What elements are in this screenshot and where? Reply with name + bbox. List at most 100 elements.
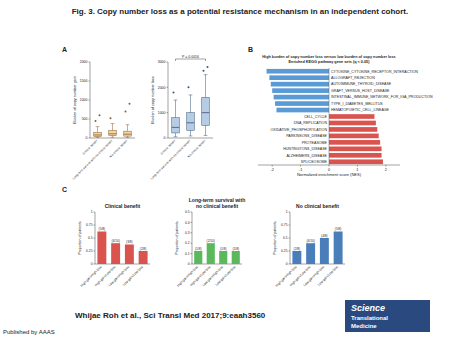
data-label: (4/10): [111, 239, 119, 243]
category-label: PARKINSONS_DISEASE: [286, 134, 327, 138]
median: [187, 122, 195, 123]
figure-title: Fig. 3. Copy number loss as a potential …: [72, 7, 409, 16]
axis-line: [95, 212, 96, 264]
bar: [329, 127, 377, 132]
axis-title: Proportion of patients: [273, 221, 277, 255]
tick: [89, 119, 91, 120]
axis-line: [192, 212, 193, 264]
outlier: [173, 91, 175, 93]
tick-label: 0.5: [283, 236, 288, 240]
box: [94, 132, 102, 136]
bar: [275, 101, 329, 106]
tick-label: 1000: [158, 111, 166, 115]
category-label: PROTEASOME: [302, 141, 328, 145]
zero-line: [329, 68, 330, 165]
tick: [289, 212, 291, 213]
figure: Fig. 3. Copy number loss as a potential …: [0, 0, 450, 338]
category-label: HUNTINGTONS_DISEASE: [283, 147, 327, 151]
tick-label: 1: [286, 210, 288, 214]
bar: [320, 238, 329, 264]
box: [172, 118, 180, 133]
category-label: HEMATOPOIETIC_CELL_LINEAGE: [331, 108, 390, 112]
plot-area: [97, 232, 147, 265]
plot-area: [172, 66, 210, 137]
bar: [329, 153, 382, 158]
category-label: Long-term survival with no clinical bene…: [72, 139, 114, 181]
bar: [334, 232, 343, 265]
tick-label: 0.1: [185, 252, 190, 256]
tick-label: 1: [91, 210, 93, 214]
tick-label: 2000: [158, 86, 166, 90]
bar: [292, 251, 301, 264]
tick: [357, 165, 358, 167]
bar: [219, 251, 227, 264]
bar: [269, 75, 329, 80]
plot-area: [194, 243, 240, 264]
data-label: (1/8): [232, 247, 239, 251]
whisker-cap: [126, 124, 130, 125]
bar: [207, 243, 215, 264]
tick-label: 0: [91, 262, 93, 266]
tick-label: 0: [164, 136, 166, 140]
tick: [94, 225, 96, 226]
whisker: [175, 100, 176, 118]
tick: [167, 138, 169, 139]
tick: [89, 62, 91, 63]
bar: [232, 251, 240, 264]
whisker-cap: [174, 136, 178, 137]
category-label: OXIDATIVE_PHOSPHORYLATION: [270, 128, 327, 132]
whisker: [190, 95, 191, 113]
journal-name: Translational: [351, 315, 388, 321]
tick-label: -1: [299, 168, 302, 172]
whisker-cap: [96, 137, 100, 138]
outlier: [129, 103, 131, 105]
bar: [274, 95, 329, 100]
citation: Whijae Roh et al., Sci Transl Med 2017;9…: [75, 311, 266, 320]
whisker: [190, 130, 191, 136]
plot-area: [94, 103, 132, 138]
tick: [289, 225, 291, 226]
plot-area: [292, 232, 342, 265]
tick: [94, 212, 96, 213]
category-label: Low gain/High loss: [202, 265, 225, 288]
axis-title: Burden of copy number loss: [151, 76, 155, 123]
axis-title: Proportion of patients: [175, 221, 179, 255]
whisker: [97, 127, 98, 133]
tick-label: 0.2: [185, 241, 190, 245]
tick: [191, 212, 193, 213]
tick: [191, 253, 193, 254]
whisker-cap: [204, 74, 208, 75]
tick: [289, 251, 291, 252]
category-label: High gain/Low loss: [189, 265, 212, 288]
tick-label: 0.5: [88, 236, 93, 240]
bar: [306, 243, 315, 264]
tick-label: 0: [86, 136, 88, 140]
data-label: (2/10): [207, 239, 215, 243]
panel-label: A: [62, 46, 67, 53]
category-label: SPLICEOSOME: [301, 160, 328, 164]
tick-label: 1: [356, 168, 358, 172]
bar: [329, 134, 379, 139]
category-label: Long-term survival with no clinical bene…: [150, 139, 192, 181]
tick-label: -2: [271, 168, 274, 172]
axis-line: [90, 62, 91, 138]
axis-line: [168, 62, 169, 138]
tick-label: 0.4: [185, 221, 190, 225]
chart-title: Clinical benefit: [105, 203, 141, 209]
whisker: [175, 133, 176, 137]
tick: [289, 238, 291, 239]
tick-label: 0.75: [86, 223, 93, 227]
bar: [272, 88, 329, 93]
category-label: ALZHEIMERS_DISEASE: [286, 154, 327, 158]
bar: [194, 251, 202, 264]
tick: [94, 238, 96, 239]
tick: [191, 243, 193, 244]
tick: [89, 81, 91, 82]
tick: [385, 165, 386, 167]
tick: [94, 264, 96, 265]
whisker-cap: [204, 135, 208, 136]
box: [187, 113, 195, 131]
box: [124, 131, 132, 136]
tick-label: 2: [385, 168, 387, 172]
whisker-cap: [111, 123, 115, 124]
